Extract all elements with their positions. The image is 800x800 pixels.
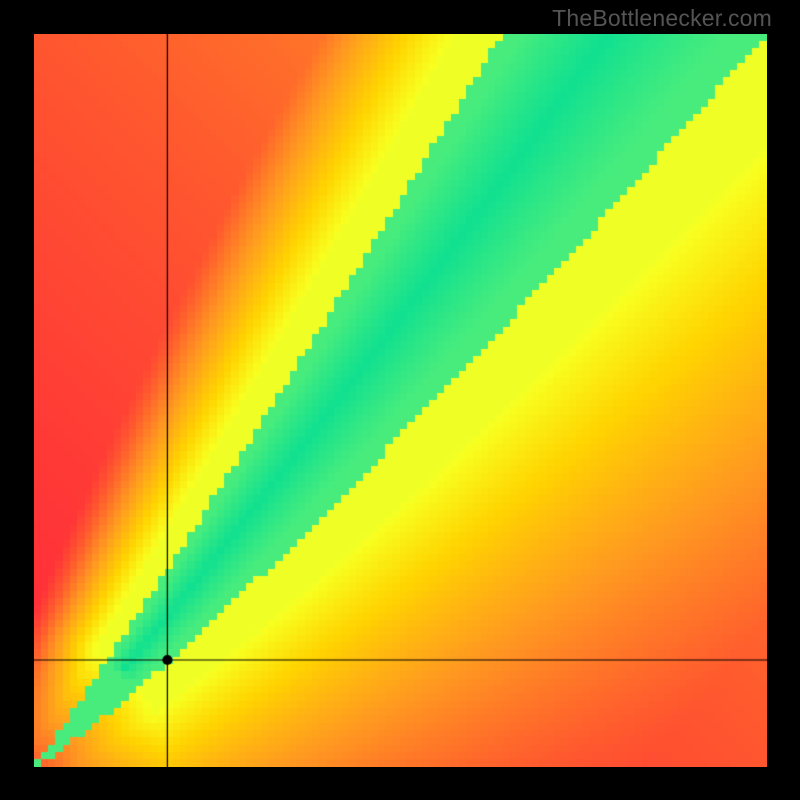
chart-container: TheBottlenecker.com — [0, 0, 800, 800]
bottleneck-heatmap — [34, 34, 767, 767]
watermark-text: TheBottlenecker.com — [552, 5, 772, 32]
